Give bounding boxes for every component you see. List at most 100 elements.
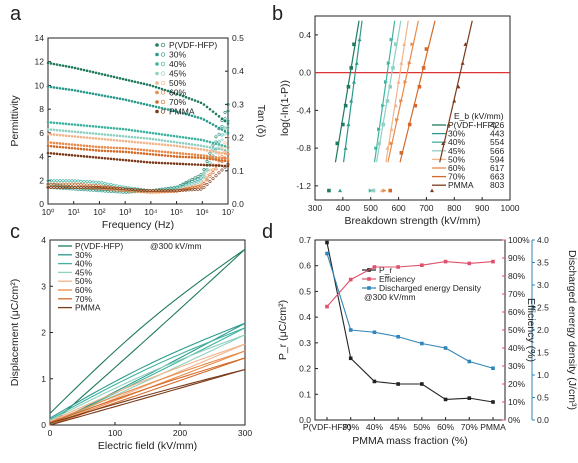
permittivity-point: [112, 157, 116, 161]
series-point: [491, 259, 495, 264]
series-line: [326, 242, 494, 403]
weibull-point: [399, 61, 404, 65]
permittivity-point: [166, 133, 170, 137]
hysteresis-discharge-curve: [49, 322, 246, 419]
permittivity-point: [220, 144, 224, 147]
permittivity-point: [166, 139, 170, 143]
tan-delta-point: [157, 189, 161, 193]
tan-delta-point: [79, 179, 83, 183]
permittivity-point: [202, 148, 206, 152]
tan-delta-point: [223, 165, 227, 169]
x-tick-label: 60%: [437, 422, 454, 432]
permittivity-point: [127, 140, 131, 143]
permittivity-point: [82, 136, 86, 139]
permittivity-point: [70, 134, 74, 138]
tan-delta-point: [73, 182, 77, 186]
x-tick-label: 1000: [501, 203, 520, 213]
permittivity-point: [61, 142, 65, 146]
x-tick-label: 900: [475, 203, 489, 213]
tan-delta-point: [49, 185, 53, 189]
permittivity-point: [160, 161, 164, 165]
x-tick-label: 800: [447, 203, 461, 213]
permittivity-point: [94, 71, 98, 75]
permittivity-point: [157, 161, 161, 165]
tan-delta-point: [82, 185, 86, 189]
y-tick-label: 0.0: [299, 68, 311, 78]
permittivity-point: [181, 155, 185, 159]
permittivity-point: [121, 139, 125, 143]
tan-delta-point: [226, 102, 230, 106]
y2-tick-label: 70%: [508, 289, 525, 299]
y-tick-label: 8: [39, 104, 44, 114]
permittivity-point: [109, 146, 113, 149]
permittivity-point: [100, 145, 104, 149]
tan-delta-point: [220, 119, 224, 123]
permittivity-point: [121, 158, 125, 162]
permittivity-point: [67, 153, 71, 157]
weibull-point: [389, 37, 394, 42]
y-tick-label: 2: [39, 175, 44, 185]
permittivity-point: [214, 147, 218, 150]
tan-delta-point: [85, 180, 89, 184]
permittivity-point: [88, 91, 92, 95]
permittivity-point: [172, 140, 176, 144]
tan-delta-point: [55, 182, 59, 186]
permittivity-point: [208, 146, 212, 149]
permittivity-point: [85, 148, 89, 151]
weibull-fit-line: [387, 20, 419, 163]
weibull-point: [393, 103, 398, 108]
y-tick-label: 12: [35, 57, 45, 67]
permittivity-point: [211, 164, 215, 167]
permittivity-point: [115, 134, 119, 137]
permittivity-point: [190, 155, 194, 159]
tan-delta-point: [202, 182, 206, 186]
weibull-point: [393, 42, 398, 47]
tan-delta-point: [118, 190, 122, 194]
permittivity-point: [181, 162, 185, 166]
panel-label-c: c: [10, 221, 20, 243]
y3-tick-label: 2.0: [537, 325, 549, 335]
tan-delta-point: [217, 140, 221, 144]
permittivity-point: [190, 163, 194, 166]
permittivity-point: [136, 101, 140, 104]
tan-delta-point: [214, 174, 218, 178]
permittivity-point: [211, 155, 215, 159]
permittivity-point: [193, 115, 197, 118]
y2-tick-label: 0.2: [232, 133, 244, 143]
y2-axis-label: Tan (δ): [255, 105, 267, 138]
weibull-point: [395, 117, 400, 122]
permittivity-point: [82, 155, 86, 158]
permittivity-point: [151, 161, 155, 164]
permittivity-point: [52, 133, 56, 136]
tan-delta-point: [217, 152, 221, 156]
permittivity-point: [178, 141, 182, 145]
permittivity-point: [67, 122, 71, 126]
permittivity-point: [100, 94, 104, 97]
tan-delta-point: [61, 185, 65, 189]
permittivity-point: [223, 159, 227, 163]
tan-delta-point: [208, 168, 212, 172]
permittivity-point: [94, 125, 98, 128]
tan-delta-point: [202, 171, 206, 175]
tan-delta-point: [136, 188, 140, 192]
permittivity-point: [121, 134, 125, 138]
permittivity-point: [208, 107, 212, 111]
permittivity-point: [136, 160, 140, 163]
permittivity-point: [115, 96, 119, 100]
tan-delta-point: [79, 183, 83, 187]
permittivity-point: [151, 104, 155, 108]
tan-delta-point: [199, 176, 203, 180]
legend-marker-open: [160, 109, 166, 114]
tan-delta-point: [118, 187, 122, 191]
legend-label: 30%: [75, 250, 92, 260]
permittivity-point: [211, 141, 215, 145]
permittivity-point: [88, 136, 92, 140]
tan-delta-point: [226, 126, 230, 130]
permittivity-point: [46, 85, 50, 88]
legend-label: PMMA: [448, 180, 474, 190]
legend-marker-filled: [155, 81, 159, 85]
permittivity-point: [76, 123, 80, 127]
permittivity-point: [103, 94, 107, 98]
weibull-point: [396, 80, 401, 84]
